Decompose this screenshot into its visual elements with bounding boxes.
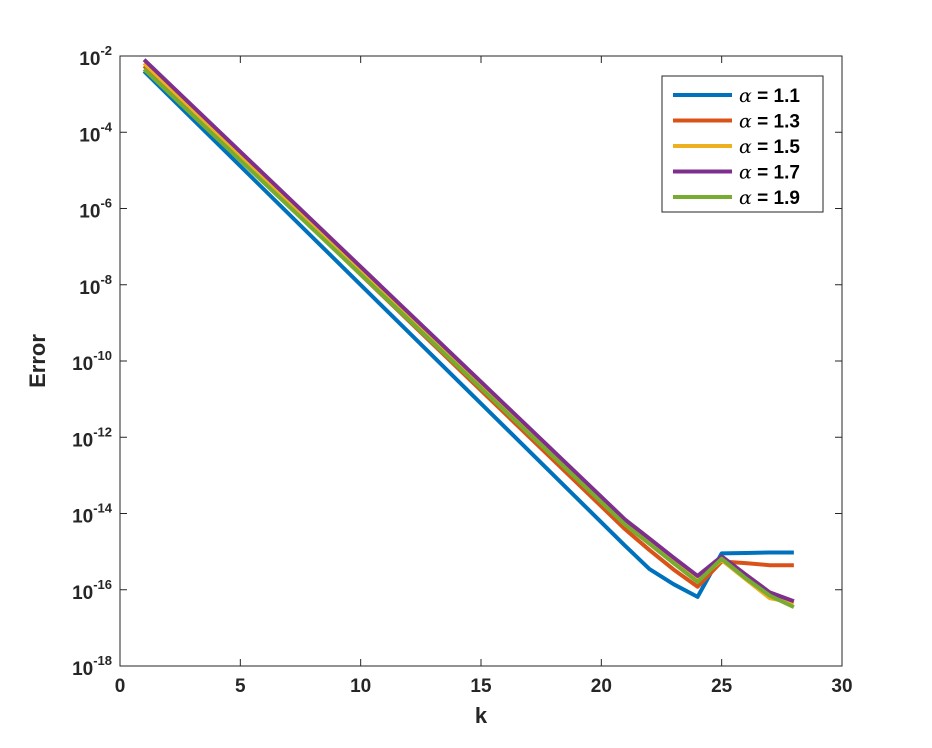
series-line-2 [142,64,794,589]
y-axis: 10-18 10-16 10-14 10-12 10-10 10-8 10-6 10-4 10-… [72,43,842,680]
x-tick-label: 30 [831,676,852,697]
y-tick-label: 10-12 [72,424,112,451]
series-line-1 [142,69,794,599]
y-tick-label: 10-6 [79,196,112,223]
x-axis-label: k [475,703,488,728]
x-tick-label: 5 [235,676,246,697]
y-tick-label: 10-4 [79,119,112,146]
legend-label: α = 1.9 [739,187,800,209]
y-tick-label: 10-2 [79,43,112,70]
x-tick-label: 15 [470,676,492,697]
y-tick-label: 10-8 [79,272,112,299]
y-tick-label: 10-10 [72,348,112,375]
legend: α = 1.1 α = 1.3 α = 1.5 α = 1.7 α = 1.9 [661,75,824,213]
y-tick-label: 10-14 [72,501,113,528]
series-line-5 [142,67,795,609]
legend-label: α = 1.5 [739,136,800,158]
x-tick-label: 0 [115,676,126,697]
legend-label: α = 1.3 [739,111,800,133]
y-tick-label: 10-16 [72,577,112,604]
x-tick-label: 10 [350,676,371,697]
legend-label: α = 1.7 [739,162,800,184]
x-tick-label: 20 [591,676,612,697]
x-axis: 0 5 10 15 20 25 30 [115,56,853,697]
legend-label: α = 1.1 [739,85,800,107]
plot-lines [142,58,795,609]
series-line-4 [142,58,795,604]
y-tick-label: 10-18 [72,653,112,680]
x-tick-label: 25 [711,676,733,697]
y-axis-label: Error [25,334,50,388]
